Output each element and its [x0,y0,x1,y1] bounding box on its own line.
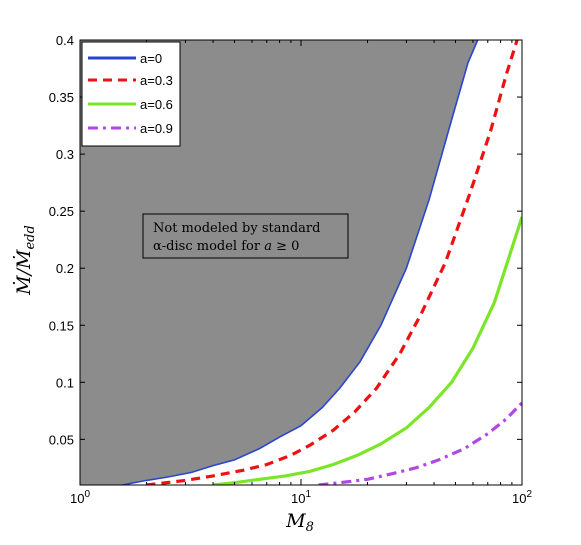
y-tick-label: 0.25 [49,204,74,219]
y-tick-label: 0.05 [49,432,74,447]
legend-label-a09: a=0.9 [140,121,173,136]
annotation-line-1: Not modeled by standard [153,221,320,236]
y-tick-label: 0.35 [49,90,74,105]
x-axis-title-sub: 8 [306,520,314,535]
annotation-line-2-prefix: α-disc model for [153,239,264,254]
legend-label-a0: a=0 [140,51,162,66]
plot-area [80,40,522,485]
y-tick-label: 0.2 [56,261,74,276]
y-axis-title-sub: edd [23,225,38,249]
y-tick-label: 0.4 [56,33,74,48]
annotation-line-2: α-disc model for a ≥ 0 [153,239,299,254]
y-tick-label: 0.15 [49,318,74,333]
x-axis-title: M8 [285,510,314,535]
series-line-a06 [212,216,522,485]
x-tick-label: 101 [291,489,311,506]
y-tick-label: 0.1 [56,375,74,390]
annotation-box [142,213,349,259]
series-line-a0 [121,40,479,485]
shaded-region [80,40,478,485]
series-line-a09 [318,401,522,485]
legend: a=0 a=0.3 a=0.6 a=0.9 [81,41,181,147]
annotation-line-2-var: a [264,239,272,254]
legend-label-a03: a=0.3 [140,73,173,88]
y-tick-label: 0.3 [56,147,74,162]
annotation: Not modeled by standard α-disc model for… [142,213,349,259]
axes: 0.05 0.1 0.15 0.2 0.25 0.3 0.35 0.4 100 101 102 [49,33,533,506]
x-tick-label: 100 [70,489,90,506]
series-line-a03 [146,40,519,485]
y-axis-title-text: Ṁ/Ṁedd [12,225,38,296]
x-tick-label: 102 [512,489,532,506]
legend-label-a06: a=0.6 [140,97,173,112]
y-axis-title: Ṁ/Ṁedd [12,225,38,296]
annotation-line-2-suffix: ≥ 0 [272,239,299,254]
